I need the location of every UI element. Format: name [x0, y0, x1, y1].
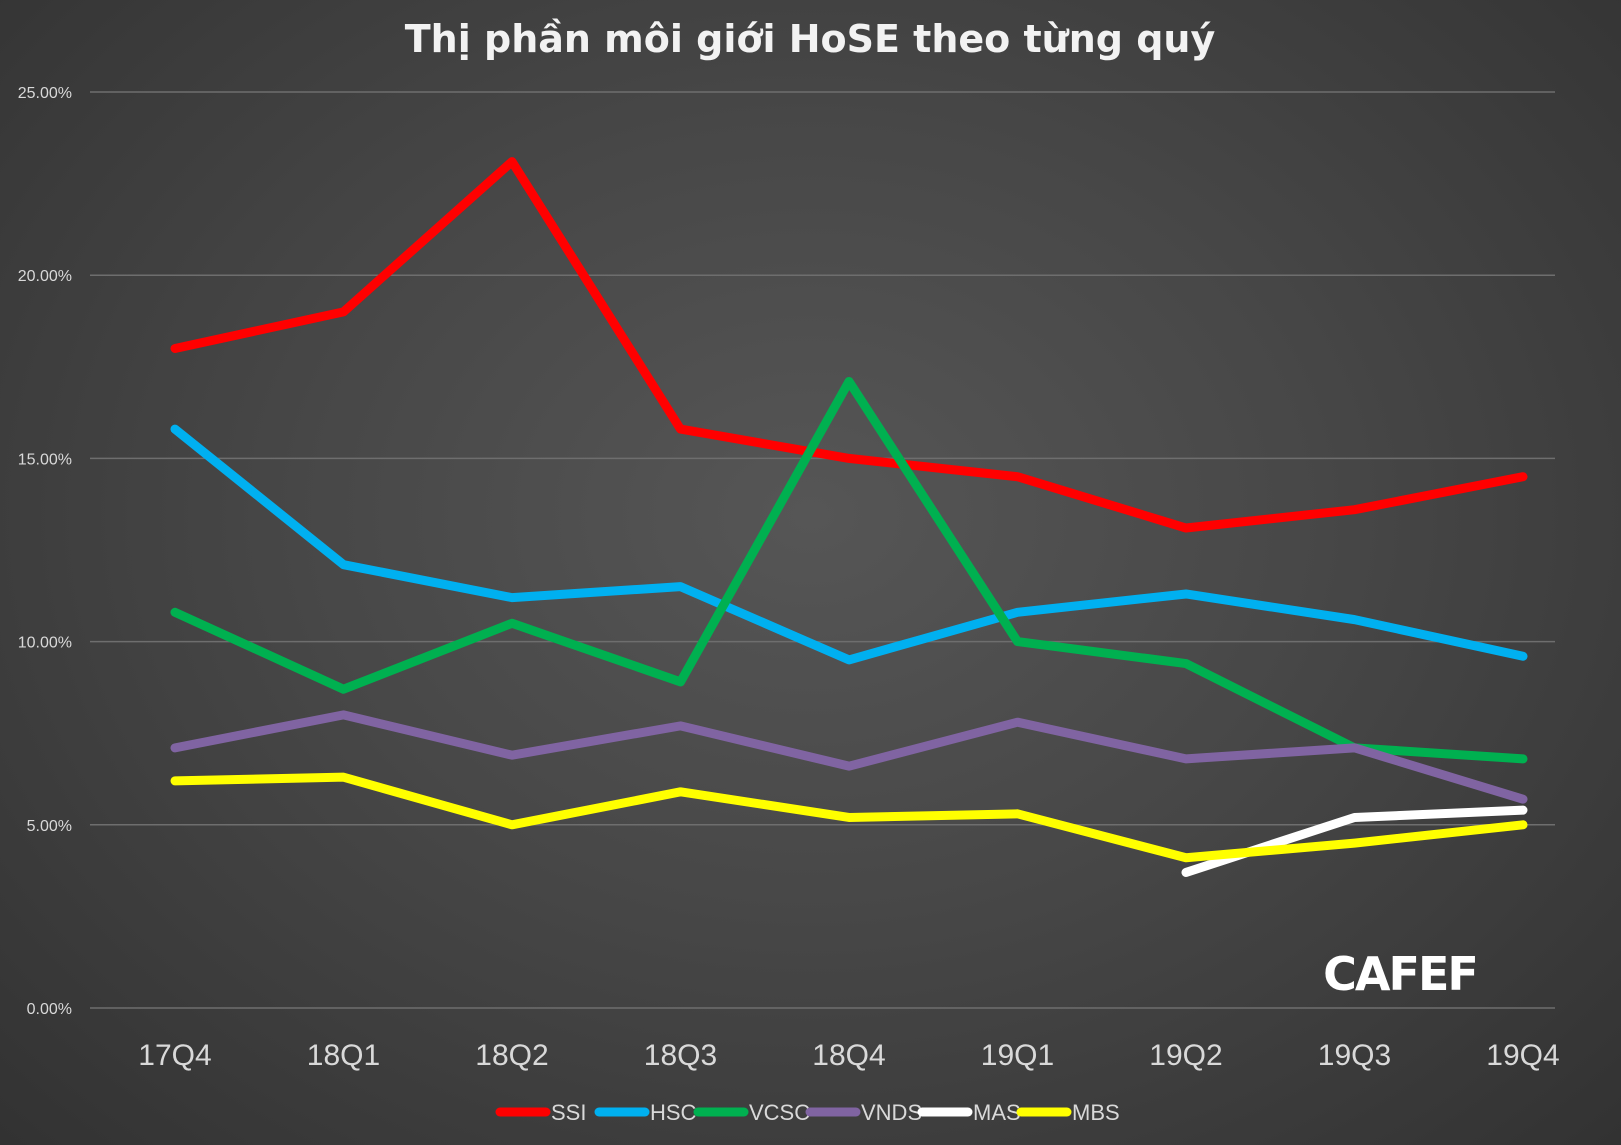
series-line-hsc [170, 424, 1528, 665]
x-tick-label: 18Q3 [644, 1039, 717, 1072]
y-axis-ticks: 0.00% 5.00% 10.00% 15.00% 20.00% 25.00% [18, 85, 72, 1018]
legend-label: MBS [1072, 1100, 1120, 1125]
y-tick-label: 15.00% [18, 451, 72, 468]
legend-item-mas: MAS [917, 1100, 1021, 1125]
y-tick-label: 0.00% [27, 1001, 72, 1018]
y-tick-label: 5.00% [27, 818, 72, 835]
series-line-vnds [170, 710, 1528, 804]
y-tick-label: 20.00% [18, 268, 72, 285]
x-axis-ticks: 17Q4 18Q1 18Q2 18Q3 18Q4 19Q1 19Q2 19Q3 19Q4 [138, 1039, 1559, 1072]
series-line-vcsc [170, 376, 1528, 764]
legend-label: VNDS [861, 1100, 922, 1125]
legend-item-ssi: SSI [495, 1100, 586, 1125]
series-line-mbs [170, 772, 1528, 863]
legend-label: VCSC [749, 1100, 810, 1125]
x-tick-label: 19Q1 [981, 1039, 1054, 1072]
legend-label: HSC [650, 1100, 697, 1125]
x-tick-label: 18Q4 [812, 1039, 885, 1072]
legend: SSI HSC VCSC VNDS MAS MBS [495, 1100, 1120, 1125]
chart-title: Thị phần môi giới HoSE theo từng quý [405, 17, 1216, 61]
x-tick-label: 17Q4 [138, 1039, 211, 1072]
x-tick-label: 19Q3 [1318, 1039, 1391, 1072]
gridlines [90, 91, 1555, 1009]
y-tick-label: 10.00% [18, 635, 72, 652]
legend-item-mbs: MBS [1016, 1100, 1120, 1125]
legend-label: SSI [551, 1100, 586, 1125]
x-tick-label: 18Q2 [475, 1039, 548, 1072]
y-tick-label: 25.00% [18, 85, 72, 102]
x-tick-label: 19Q2 [1149, 1039, 1222, 1072]
x-tick-label: 18Q1 [307, 1039, 380, 1072]
series-lines [170, 157, 1528, 877]
legend-item-vcsc: VCSC [693, 1100, 810, 1125]
watermark-text: CAFEF [1323, 947, 1477, 1001]
legend-item-hsc: HSC [594, 1100, 697, 1125]
series-line-ssi [170, 157, 1528, 533]
x-tick-label: 19Q4 [1486, 1039, 1559, 1072]
legend-label: MAS [973, 1100, 1021, 1125]
legend-item-vnds: VNDS [805, 1100, 922, 1125]
cafef-watermark-logo: CAFEF [1323, 947, 1479, 1001]
